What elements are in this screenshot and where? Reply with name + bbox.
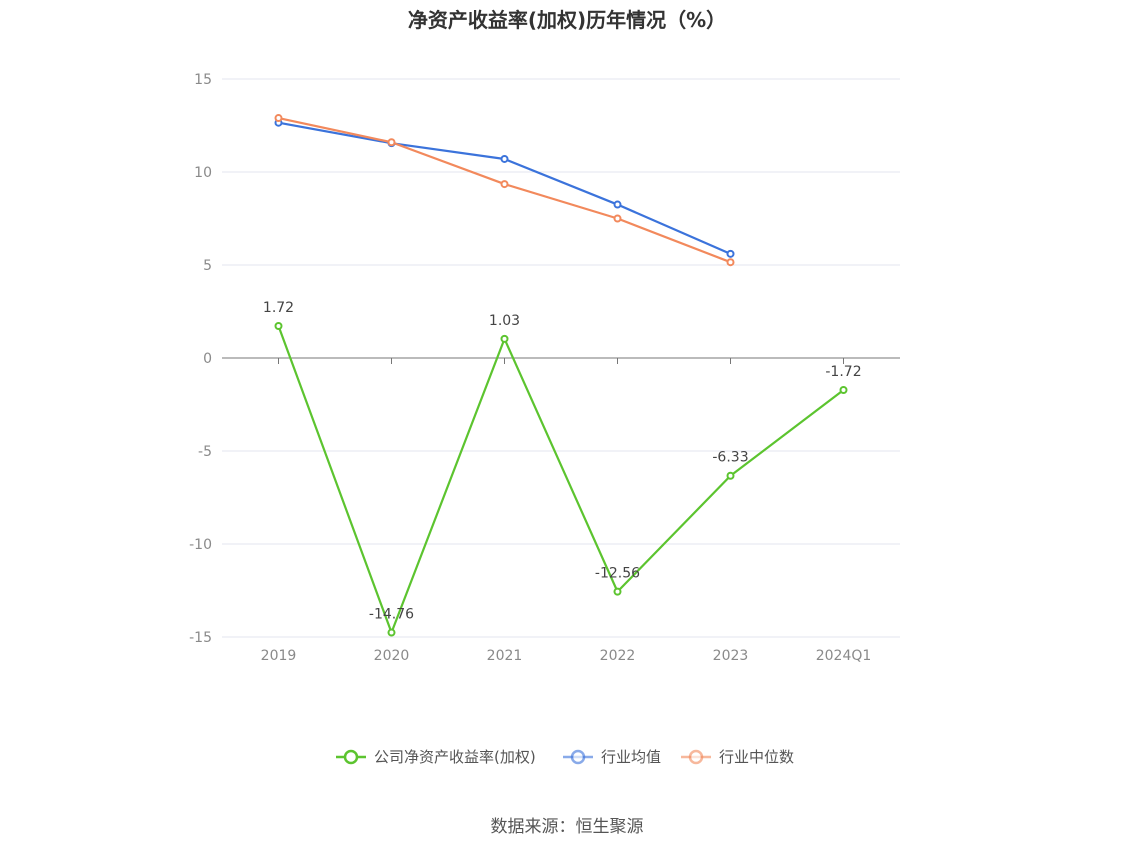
data-point: [726, 471, 735, 480]
data-point: [613, 214, 622, 223]
legend-marker: [343, 749, 359, 765]
x-axis: 2019 2020 2021 2022 2023 2024Q1: [222, 357, 900, 664]
data-point: [500, 154, 509, 163]
data-point: [613, 587, 622, 596]
y-tick-label: 10: [194, 165, 212, 181]
data-label: -12.56: [595, 566, 640, 582]
legend: 公司净资产收益率(加权) 行业均值 行业中位数: [336, 748, 794, 766]
y-tick-label: 0: [203, 351, 212, 367]
series-line: [278, 116, 731, 264]
data-point: [500, 334, 509, 343]
x-tick-label: 2020: [374, 648, 410, 664]
y-tick-label: 5: [203, 258, 212, 274]
data-point: [387, 628, 396, 637]
x-tick-label: 2023: [713, 648, 749, 664]
data-point: [839, 385, 848, 394]
y-tick-label: 15: [194, 72, 212, 88]
data-label: -14.76: [369, 607, 414, 623]
series-line: [278, 121, 731, 255]
data-point: [387, 138, 396, 147]
y-tick-label: -5: [198, 444, 212, 460]
series-lines: [274, 114, 848, 637]
data-label: -6.33: [712, 450, 748, 466]
source-text: 数据来源：恒生聚源: [490, 817, 644, 837]
data-labels: 1.72 -14.76 1.03 -12.56 -6.33 -1.72: [263, 300, 862, 623]
legend-label[interactable]: 行业均值: [601, 748, 661, 766]
data-point: [500, 180, 509, 189]
legend-label[interactable]: 公司净资产收益率(加权): [374, 748, 536, 766]
data-label: 1.03: [489, 313, 520, 329]
grid-lines: [222, 78, 900, 638]
data-point: [274, 114, 283, 123]
data-point: [726, 258, 735, 267]
data-point: [613, 200, 622, 209]
x-tick-label: 2019: [261, 648, 297, 664]
y-tick-label: -10: [189, 537, 212, 553]
x-tick-label: 2021: [487, 648, 523, 664]
chart-title: 净资产收益率(加权)历年情况（%）: [407, 8, 727, 32]
x-tick-label: 2024Q1: [816, 648, 872, 664]
y-tick-label: -15: [189, 630, 212, 646]
data-label: 1.72: [263, 300, 294, 316]
legend-marker: [570, 749, 586, 765]
y-axis-ticks: 15 10 5 0 -5 -10 -15: [189, 72, 212, 646]
data-point: [726, 249, 735, 258]
data-point: [274, 322, 283, 331]
data-label: -1.72: [825, 364, 861, 380]
series-line: [277, 325, 845, 634]
legend-marker: [688, 749, 704, 765]
x-tick-label: 2022: [600, 648, 636, 664]
legend-label[interactable]: 行业中位数: [719, 748, 794, 766]
